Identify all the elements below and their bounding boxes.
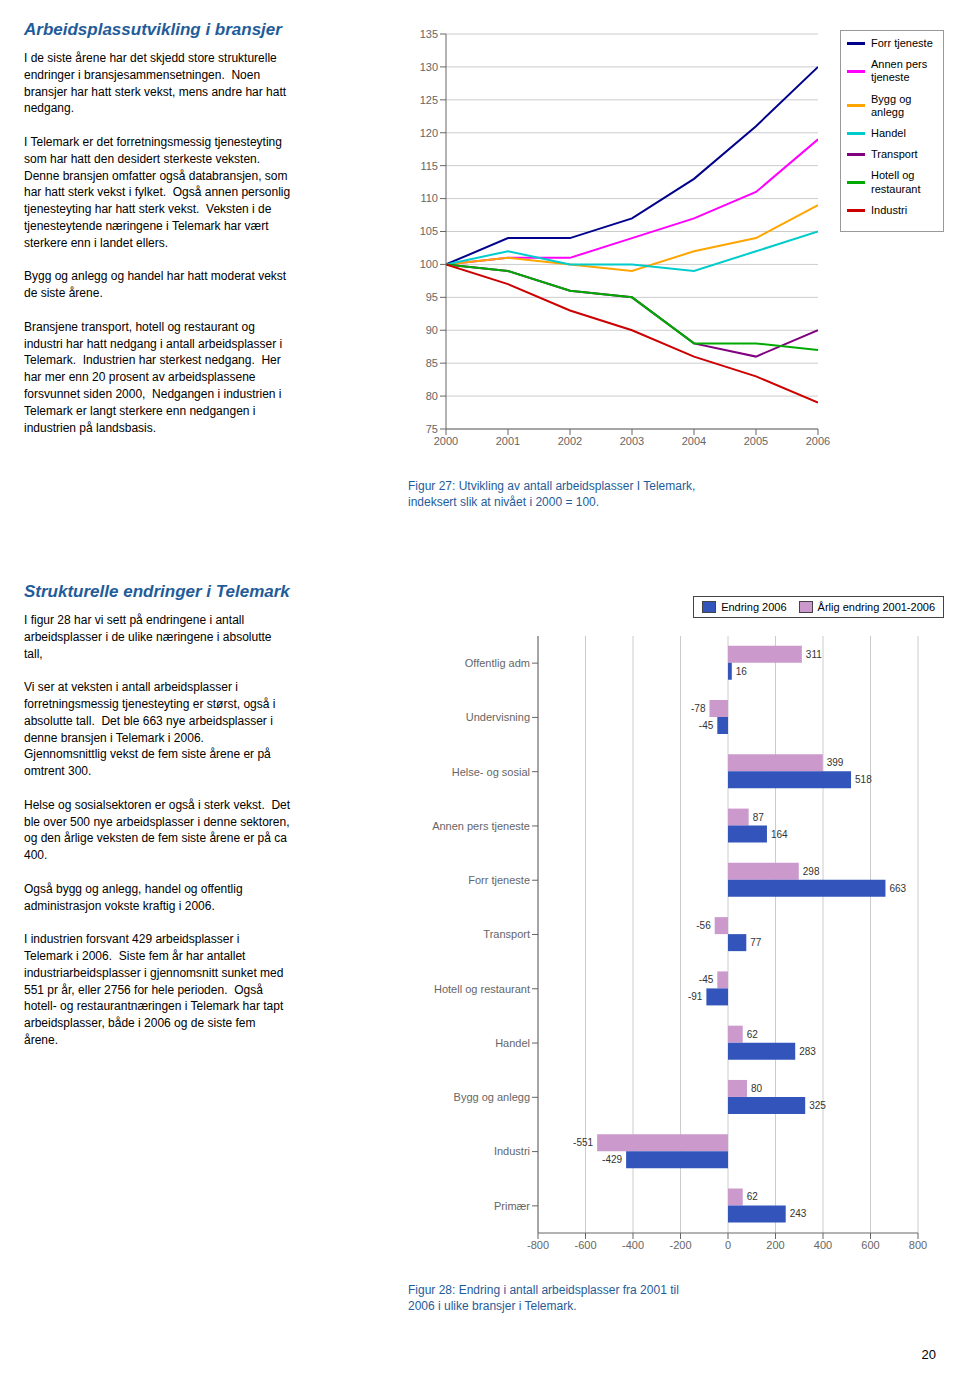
- svg-text:311: 311: [806, 649, 822, 660]
- html-text:Transport: Transport: [871, 148, 918, 161]
- svg-text:200: 200: [766, 1239, 784, 1251]
- svg-text:283: 283: [799, 1046, 816, 1057]
- svg-text:298: 298: [803, 866, 820, 877]
- svg-text:2000: 2000: [434, 435, 458, 447]
- svg-text:80: 80: [751, 1083, 763, 1094]
- html-text:Bygg og anlegg: Bygg og anlegg: [871, 92, 912, 118]
- svg-text:-551: -551: [573, 1137, 593, 1148]
- svg-text:62: 62: [747, 1191, 759, 1202]
- html-text:Endring 2006: Endring 2006: [721, 601, 787, 613]
- html-text:I figur 28 har vi sett på endr: I figur 28 har vi sett på endringene i a…: [24, 613, 291, 1047]
- svg-text:164: 164: [771, 829, 788, 840]
- html-text:Figur 28: Endring i antall arb: Figur 28: Endring i antall arbeidsplasse…: [408, 1283, 679, 1314]
- svg-text:-800: -800: [527, 1239, 549, 1251]
- svg-text:2001: 2001: [496, 435, 520, 447]
- svg-text:518: 518: [855, 774, 872, 785]
- svg-text:85: 85: [426, 357, 438, 369]
- svg-text:2003: 2003: [620, 435, 644, 447]
- svg-text:16: 16: [736, 666, 748, 677]
- html-text:20: 20: [921, 1347, 936, 1362]
- html-text:Strukturelle endringer i Telem: Strukturelle endringer i Telemark: [24, 582, 290, 601]
- svg-text:135: 135: [420, 28, 438, 40]
- svg-text:243: 243: [790, 1208, 807, 1219]
- svg-text:77: 77: [750, 937, 762, 948]
- svg-text:Primær: Primær: [494, 1200, 530, 1212]
- svg-text:130: 130: [420, 61, 438, 73]
- svg-text:-56: -56: [696, 920, 711, 931]
- svg-text:80: 80: [426, 390, 438, 402]
- svg-text:600: 600: [861, 1239, 879, 1251]
- svg-text:75: 75: [426, 423, 438, 435]
- html-text:I de siste årene har det skjed: I de siste årene har det skjedd store st…: [24, 51, 291, 435]
- svg-text:-78: -78: [691, 703, 706, 714]
- svg-text:2002: 2002: [558, 435, 582, 447]
- svg-text:100: 100: [420, 258, 438, 270]
- svg-text:90: 90: [426, 324, 438, 336]
- svg-text:Industri: Industri: [494, 1145, 530, 1157]
- svg-text:-429: -429: [602, 1154, 622, 1165]
- html-text:Figur 27: Utvikling av antall: Figur 27: Utvikling av antall arbeidspla…: [408, 479, 696, 510]
- svg-text:Hotell og restaurant: Hotell og restaurant: [434, 983, 530, 995]
- svg-text:2004: 2004: [682, 435, 706, 447]
- html-text:Industri: Industri: [871, 203, 908, 216]
- html-text:Arbeidsplassutvikling i bransj: Arbeidsplassutvikling i bransjer: [24, 20, 282, 39]
- svg-text:399: 399: [827, 757, 844, 768]
- svg-text:-400: -400: [622, 1239, 644, 1251]
- svg-text:800: 800: [909, 1239, 927, 1251]
- svg-text:105: 105: [420, 225, 438, 237]
- svg-text:400: 400: [814, 1239, 832, 1251]
- html-text:Hotell og restaurant: Hotell og restaurant: [871, 169, 921, 195]
- svg-text:2006: 2006: [806, 435, 830, 447]
- svg-text:-200: -200: [669, 1239, 691, 1251]
- svg-text:110: 110: [420, 192, 438, 204]
- html-text:Handel: Handel: [871, 126, 906, 139]
- svg-text:120: 120: [420, 127, 438, 139]
- svg-text:325: 325: [809, 1100, 826, 1111]
- html-text:Forr tjeneste: Forr tjeneste: [871, 37, 933, 49]
- svg-text:115: 115: [420, 160, 438, 172]
- svg-text:Transport: Transport: [483, 928, 530, 940]
- svg-text:Bygg og anlegg: Bygg og anlegg: [454, 1091, 530, 1103]
- svg-text:-91: -91: [688, 991, 703, 1002]
- svg-text:663: 663: [889, 883, 906, 894]
- svg-text:Annen pers tjeneste: Annen pers tjeneste: [432, 820, 530, 832]
- svg-text:Offentlig adm: Offentlig adm: [465, 657, 530, 669]
- svg-text:125: 125: [420, 94, 438, 106]
- svg-text:Handel: Handel: [495, 1037, 530, 1049]
- svg-text:-45: -45: [699, 974, 714, 985]
- svg-text:Forr tjeneste: Forr tjeneste: [468, 874, 530, 886]
- svg-text:Helse- og sosial: Helse- og sosial: [452, 766, 530, 778]
- svg-text:0: 0: [725, 1239, 731, 1251]
- svg-text:62: 62: [747, 1029, 759, 1040]
- html-text:Annen pers tjeneste: Annen pers tjeneste: [871, 58, 928, 84]
- svg-text:-600: -600: [574, 1239, 596, 1251]
- svg-text:Undervisning: Undervisning: [466, 711, 530, 723]
- svg-text:2005: 2005: [744, 435, 768, 447]
- svg-text:87: 87: [753, 812, 765, 823]
- svg-text:-45: -45: [699, 720, 714, 731]
- svg-text:95: 95: [426, 291, 438, 303]
- html-text:Årlig endring 2001-2006: Årlig endring 2001-2006: [817, 601, 935, 613]
